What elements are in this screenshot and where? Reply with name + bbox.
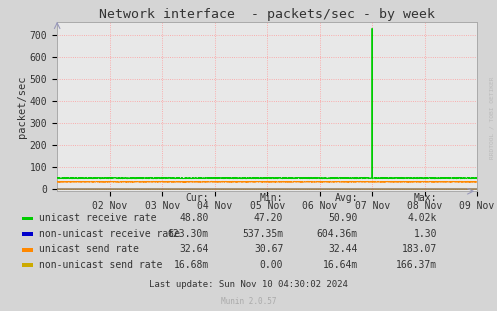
Title: Network interface  - packets/sec - by week: Network interface - packets/sec - by wee… xyxy=(99,7,435,21)
Text: 166.37m: 166.37m xyxy=(396,260,437,270)
Text: 183.07: 183.07 xyxy=(402,244,437,254)
Text: 47.20: 47.20 xyxy=(254,213,283,223)
Text: unicast send rate: unicast send rate xyxy=(39,244,139,254)
Text: 0.00: 0.00 xyxy=(260,260,283,270)
Text: 623.30m: 623.30m xyxy=(167,229,209,239)
Text: non-unicast send rate: non-unicast send rate xyxy=(39,260,162,270)
Text: 16.68m: 16.68m xyxy=(173,260,209,270)
Text: Last update: Sun Nov 10 04:30:02 2024: Last update: Sun Nov 10 04:30:02 2024 xyxy=(149,280,348,289)
Text: 16.64m: 16.64m xyxy=(323,260,358,270)
Text: Max:: Max: xyxy=(414,193,437,202)
Text: 32.44: 32.44 xyxy=(329,244,358,254)
Text: 1.30: 1.30 xyxy=(414,229,437,239)
Text: 30.67: 30.67 xyxy=(254,244,283,254)
Y-axis label: packet/sec: packet/sec xyxy=(17,75,27,138)
Text: 4.02k: 4.02k xyxy=(408,213,437,223)
Text: Cur:: Cur: xyxy=(185,193,209,202)
Text: 50.90: 50.90 xyxy=(329,213,358,223)
Text: 32.64: 32.64 xyxy=(179,244,209,254)
Text: 48.80: 48.80 xyxy=(179,213,209,223)
Text: Avg:: Avg: xyxy=(334,193,358,202)
Text: Munin 2.0.57: Munin 2.0.57 xyxy=(221,297,276,306)
Text: 604.36m: 604.36m xyxy=(317,229,358,239)
Text: non-unicast receive rate: non-unicast receive rate xyxy=(39,229,180,239)
Text: RRDTOOL / TOBI OETIKER: RRDTOOL / TOBI OETIKER xyxy=(490,77,495,160)
Text: Min:: Min: xyxy=(260,193,283,202)
Text: 537.35m: 537.35m xyxy=(242,229,283,239)
Text: unicast receive rate: unicast receive rate xyxy=(39,213,156,223)
